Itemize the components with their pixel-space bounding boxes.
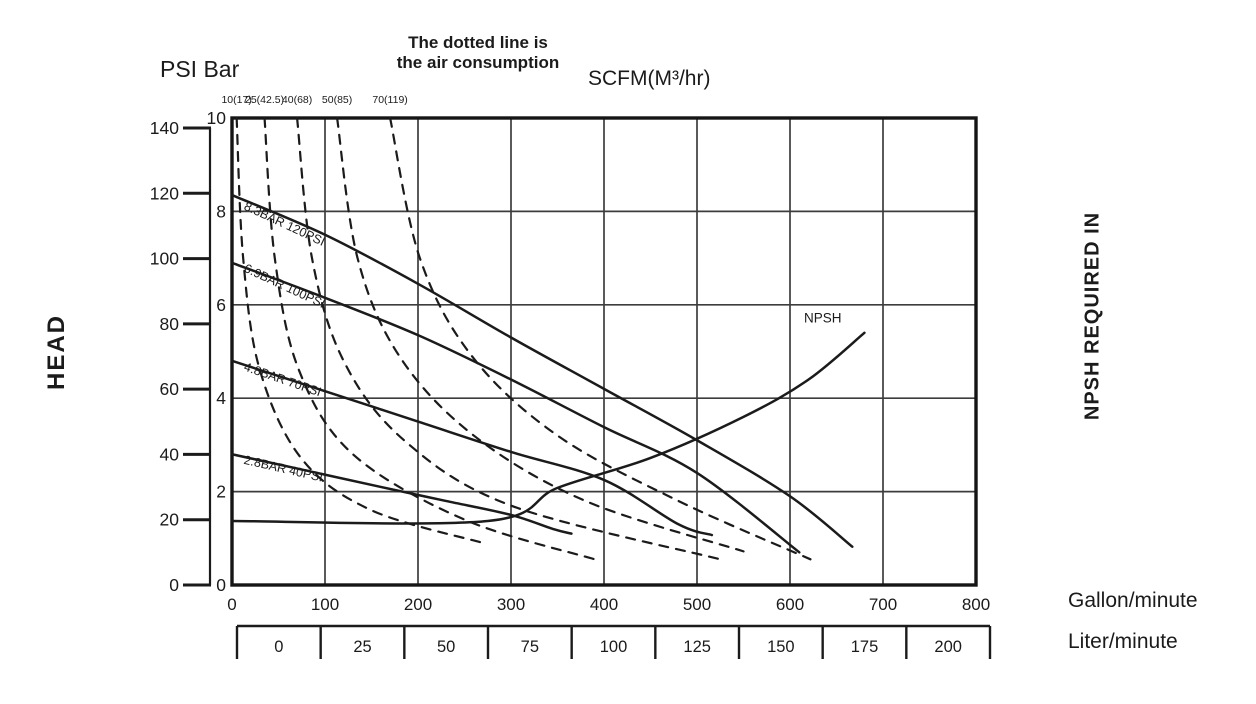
chart-title-line1: The dotted line is: [408, 33, 548, 52]
flow-row2-tick-label: 0: [274, 638, 283, 656]
air-scale-label-air-25: 25(42.5): [245, 94, 284, 106]
psi-tick-label: 120: [150, 183, 179, 203]
flow-row1-tick-label: 400: [590, 595, 618, 614]
liter-unit-label: Liter/minute: [1068, 630, 1178, 653]
flow-row2-tick-label: 175: [851, 638, 879, 656]
chart-title: The dotted line is the air consumption: [397, 33, 559, 72]
psi-bar-axis-title: PSI Bar: [160, 56, 240, 82]
flow-row2-tick-label: 100: [600, 638, 628, 656]
psi-tick-label: 40: [160, 444, 180, 464]
curve-label-pump-40psi: 2.8BAR 40PSI: [242, 453, 324, 485]
air-scale-label-air-50: 50(85): [322, 94, 352, 106]
flow-row1-tick-label: 500: [683, 595, 711, 614]
flow-row1-tick-label: 600: [776, 595, 804, 614]
curve-pump-40psi: [230, 452, 573, 535]
flow-row1-tick-label: 0: [227, 595, 236, 614]
psi-tick-label: 20: [160, 510, 180, 530]
bar-tick-label: 4: [216, 388, 226, 408]
curve-npsh: [230, 331, 866, 525]
flow-row2-tick-label: 75: [521, 638, 539, 656]
curve-label-npsh: NPSH: [804, 311, 842, 326]
air-scale-label-air-70: 70(119): [372, 94, 407, 106]
psi-tick-label: 0: [169, 575, 179, 595]
psi-tick-label: 140: [150, 118, 179, 138]
curve-air-50: [335, 116, 745, 553]
flow-row1-tick-label: 300: [497, 595, 525, 614]
curve-label-pump-100psi: 6.9BAR 100PSI: [242, 261, 327, 311]
flow-row2-tick-label: 150: [767, 638, 795, 656]
air-scale-label-air-10: 10(17): [221, 94, 251, 106]
flow-row1-tick-label: 200: [404, 595, 432, 614]
plot-frame: [230, 116, 978, 587]
chart-title-line2: the air consumption: [396, 52, 560, 72]
curve-pump-100psi: [230, 261, 801, 554]
curve-label-pump-120psi: 8.3BAR 120PSI: [242, 199, 327, 249]
gallon-unit-label: Gallon/minute: [1068, 589, 1198, 612]
flow-row2-tick-label: 50: [437, 638, 455, 656]
bar-tick-label: 8: [216, 201, 226, 221]
flow-row2-tick-label: 125: [683, 638, 711, 656]
curve-air-70: [389, 116, 812, 561]
curve-label-pump-70psi: 4.8BAR 70PSI: [242, 360, 323, 399]
curve-air-40: [296, 116, 722, 561]
bar-tick-label: 0: [216, 575, 226, 595]
psi-tick-label: 100: [150, 249, 179, 269]
psi-tick-label: 80: [160, 314, 180, 334]
curve-pump-70psi: [230, 359, 714, 537]
flow-row1-tick-label: 700: [869, 595, 897, 614]
curve-air-25: [263, 116, 596, 561]
curve-air-10: [235, 116, 485, 545]
air-scale-label-air-40: 40(68): [282, 94, 312, 106]
psi-tick-label: 60: [160, 379, 180, 399]
flow-row2-tick-label: 25: [353, 638, 371, 656]
flow-row1-tick-label: 800: [962, 595, 990, 614]
bar-tick-label: 10: [207, 108, 227, 128]
flow-row2-tick-label: 200: [934, 638, 962, 656]
bar-tick-label: 2: [216, 482, 226, 502]
bar-tick-label: 6: [216, 295, 226, 315]
flow-row1-tick-label: 100: [311, 595, 339, 614]
scfm-axis-title: SCFM(M³/hr): [588, 67, 711, 90]
curve-pump-120psi: [230, 193, 854, 548]
